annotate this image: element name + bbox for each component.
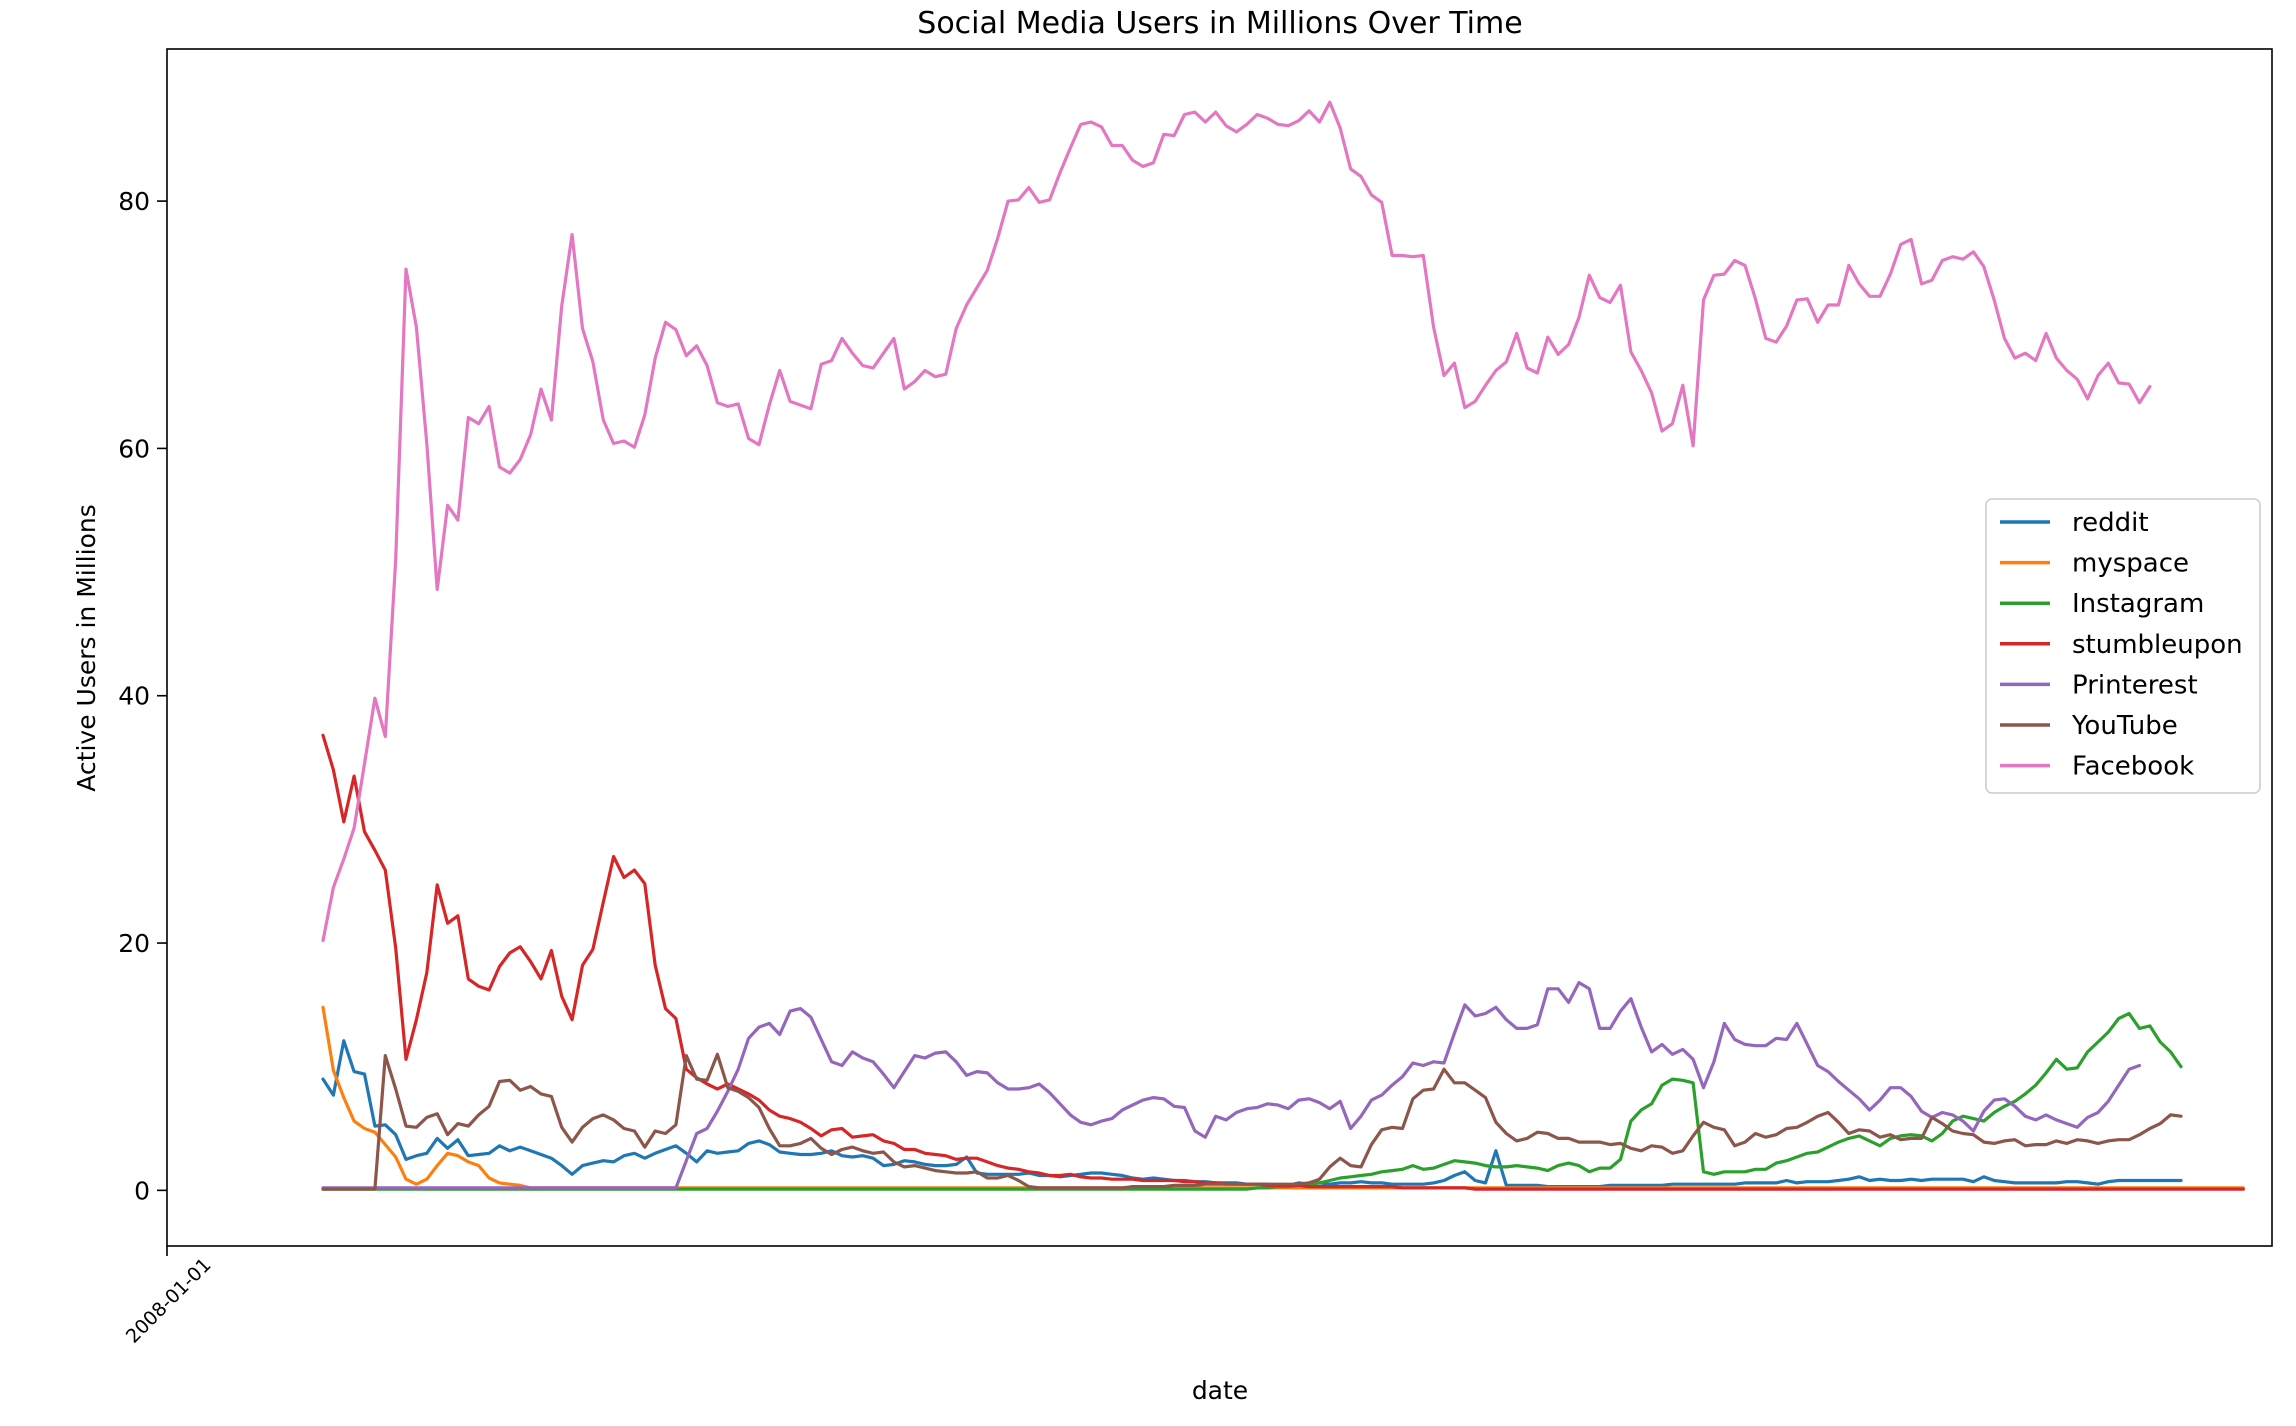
- legend-label-myspace: myspace: [2072, 549, 2189, 579]
- series-line-reddit: [321, 1039, 2183, 1189]
- x-tick-label: 2008-01-01: [122, 1254, 216, 1348]
- legend-label-stumbleupon: stumbleupon: [2072, 630, 2243, 660]
- x-axis: 2008-01-01: [122, 1246, 216, 1348]
- y-axis: 0 20 40 60 80: [118, 187, 167, 1205]
- y-tick-label: 0: [134, 1176, 150, 1205]
- y-tick-label: 60: [118, 434, 150, 463]
- series-line-youtube: [321, 1052, 2183, 1191]
- series-line-facebook: [321, 100, 2152, 943]
- legend-box: [1985, 498, 2261, 794]
- series-lines: [321, 100, 2245, 1191]
- y-tick-label: 80: [118, 187, 150, 216]
- legend: reddit myspace Instagram stumbleupon Printer…: [1985, 498, 2261, 794]
- legend-label-youtube: YouTube: [2071, 711, 2178, 741]
- chart-title: Social Media Users in Millions Over Time: [917, 6, 1522, 41]
- plot-area-frame: [166, 48, 2273, 1247]
- series-line-instagram: [321, 1011, 2183, 1191]
- series-line-printerest: [321, 980, 2142, 1190]
- y-axis-label: Active Users in Millions: [72, 504, 101, 792]
- legend-label-facebook: Facebook: [2072, 752, 2194, 782]
- legend-label-reddit: reddit: [2072, 508, 2149, 538]
- legend-label-printerest: Printerest: [2072, 670, 2198, 700]
- legend-label-instagram: Instagram: [2072, 589, 2204, 619]
- y-tick-label: 20: [118, 929, 150, 958]
- y-tick-label: 40: [118, 682, 150, 711]
- x-axis-label: date: [1192, 1376, 1248, 1405]
